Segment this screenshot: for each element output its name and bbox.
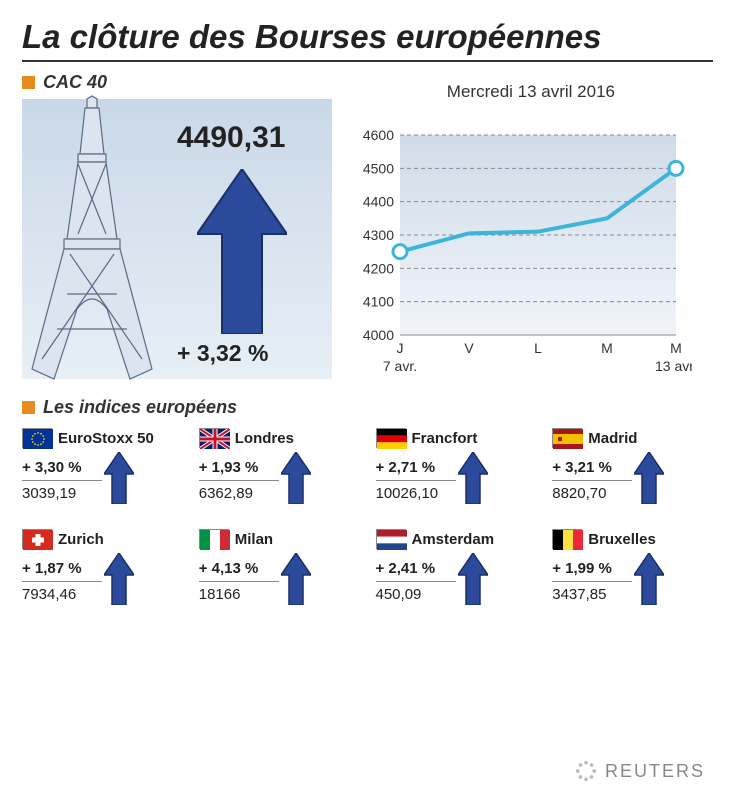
index-name: Milan (235, 531, 273, 548)
bullet-icon (22, 76, 35, 89)
up-arrow-icon (283, 553, 311, 610)
svg-text:4100: 4100 (363, 294, 394, 310)
svg-text:M: M (670, 340, 682, 356)
main-title: La clôture des Bourses européennes (22, 18, 713, 56)
indices-header: Les indices européens (22, 397, 713, 418)
svg-text:M: M (601, 340, 613, 356)
index-card: Milan + 4,13 % 18166 (199, 529, 360, 610)
index-name: Bruxelles (588, 531, 656, 548)
index-value: 8820,70 (552, 485, 632, 502)
eiffel-tower-icon (12, 94, 172, 394)
up-arrow-icon (106, 452, 134, 509)
index-name: Madrid (588, 430, 637, 447)
up-arrow-icon (283, 452, 311, 509)
index-card: Londres + 1,93 % 6362,89 (199, 428, 360, 509)
index-name: Londres (235, 430, 294, 447)
index-change: + 1,99 % (552, 560, 632, 582)
index-name: EuroStoxx 50 (58, 430, 154, 447)
index-change: + 2,41 % (376, 560, 456, 582)
cac40-value: 4490,31 (177, 121, 285, 155)
index-change: + 1,87 % (22, 560, 102, 582)
flag-icon (552, 529, 582, 549)
flag-icon (199, 529, 229, 549)
index-value: 18166 (199, 586, 279, 603)
reuters-logo-icon (575, 760, 597, 782)
index-value: 6362,89 (199, 485, 279, 502)
source-text: REUTERS (605, 761, 705, 782)
title-rule (22, 60, 713, 62)
up-arrow-icon (197, 169, 287, 334)
svg-text:J: J (397, 340, 404, 356)
up-arrow-icon (460, 553, 488, 610)
index-value: 7934,46 (22, 586, 102, 603)
svg-text:13 avr.: 13 avr. (655, 358, 692, 374)
flag-icon (199, 428, 229, 448)
flag-icon (22, 428, 52, 448)
index-change: + 2,71 % (376, 459, 456, 481)
flag-icon (22, 529, 52, 549)
index-card: Bruxelles + 1,99 % 3437,85 (552, 529, 713, 610)
svg-text:4400: 4400 (363, 194, 394, 210)
source-credit: REUTERS (575, 760, 705, 782)
index-card: Madrid + 3,21 % 8820,70 (552, 428, 713, 509)
index-card: Francfort + 2,71 % 10026,10 (376, 428, 537, 509)
cac40-change: + 3,32 % (177, 340, 268, 367)
index-name: Francfort (412, 430, 478, 447)
up-arrow-icon (636, 553, 664, 610)
svg-text:4000: 4000 (363, 327, 394, 343)
svg-text:7 avr.: 7 avr. (383, 358, 417, 374)
index-value: 10026,10 (376, 485, 456, 502)
index-value: 450,09 (376, 586, 456, 603)
bullet-icon (22, 401, 35, 414)
index-change: + 4,13 % (199, 560, 279, 582)
index-name: Zurich (58, 531, 104, 548)
index-value: 3039,19 (22, 485, 102, 502)
cac40-panel: 4490,31 + 3,32 % (22, 99, 332, 379)
flag-icon (376, 529, 406, 549)
index-change: + 1,93 % (199, 459, 279, 481)
up-arrow-icon (636, 452, 664, 509)
index-change: + 3,21 % (552, 459, 632, 481)
svg-text:V: V (464, 340, 474, 356)
cac40-line-chart: 4000 4100 4200 4300 4400 4500 4600 J V L M M 7 avr. 1… (352, 129, 692, 379)
index-card: EuroStoxx 50 + 3,30 % 3039,19 (22, 428, 183, 509)
date-label: Mercredi 13 avril 2016 (447, 82, 615, 102)
indices-label: Les indices européens (43, 397, 237, 418)
index-card: Amsterdam + 2,41 % 450,09 (376, 529, 537, 610)
flag-icon (552, 428, 582, 448)
svg-text:4200: 4200 (363, 260, 394, 276)
svg-text:4600: 4600 (363, 129, 394, 143)
up-arrow-icon (460, 452, 488, 509)
index-change: + 3,30 % (22, 459, 102, 481)
index-value: 3437,85 (552, 586, 632, 603)
svg-text:4500: 4500 (363, 160, 394, 176)
svg-text:L: L (534, 340, 542, 356)
flag-icon (376, 428, 406, 448)
svg-text:4300: 4300 (363, 227, 394, 243)
up-arrow-icon (106, 553, 134, 610)
cac40-label: CAC 40 (43, 72, 107, 93)
index-card: Zurich + 1,87 % 7934,46 (22, 529, 183, 610)
index-name: Amsterdam (412, 531, 495, 548)
